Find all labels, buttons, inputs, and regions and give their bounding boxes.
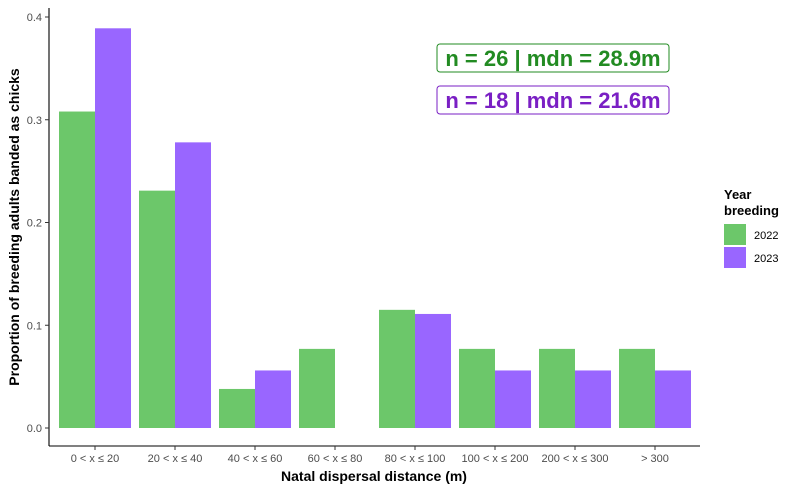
x-tick-label: 80 < x ≤ 100 <box>385 453 446 465</box>
bar-2022-5 <box>459 348 495 428</box>
annotation-2023-text: n = 18 | mdn = 21.6m <box>445 88 660 113</box>
bar-2022-2 <box>219 388 255 428</box>
annotation-2023-box <box>436 85 670 115</box>
bar-2023-7 <box>655 370 691 428</box>
bar-2022-1 <box>139 190 175 428</box>
x-tick-label: 40 < x ≤ 60 <box>228 453 283 465</box>
bar-2023-6 <box>575 370 611 428</box>
x-tick-label: 20 < x ≤ 40 <box>148 453 203 465</box>
y-tick-label: 0.2 <box>27 218 42 230</box>
x-axis-title: Natal dispersal distance (m) <box>281 468 467 484</box>
annotation-2022: n = 26 | mdn = 28.9m <box>436 43 670 73</box>
annotation-2023: n = 18 | mdn = 21.6m <box>436 85 670 115</box>
y-axis-title: Proportion of breeding adults banded as … <box>6 68 22 386</box>
y-ticks-group: 0.0 0.1 0.2 0.3 0.4 <box>27 12 49 435</box>
legend-title-line1: Year <box>724 187 751 202</box>
bar-2022-6 <box>539 348 575 428</box>
bar-2023-5 <box>495 370 531 428</box>
x-tick-label: 60 < x ≤ 80 <box>308 453 363 465</box>
annotation-2022-box <box>436 43 670 73</box>
bar-2023-4 <box>415 313 451 428</box>
bar-2023-0 <box>95 28 131 429</box>
x-tick-label: 0 < x ≤ 20 <box>71 453 120 465</box>
annotation-2022-text: n = 26 | mdn = 28.9m <box>445 46 660 71</box>
y-tick-label: 0.4 <box>27 12 42 24</box>
bar-2023-2 <box>255 370 291 428</box>
legend-label-2023: 2023 <box>754 253 778 265</box>
x-tick-label: > 300 <box>641 453 669 465</box>
y-tick-label: 0.3 <box>27 115 42 127</box>
x-tick-label: 200 < x ≤ 300 <box>542 453 609 465</box>
x-tick-label: 100 < x ≤ 200 <box>462 453 529 465</box>
y-tick-label: 0.0 <box>27 423 42 435</box>
bar-2022-4 <box>379 309 415 428</box>
legend: Year breeding 2022 2023 <box>724 187 779 268</box>
legend-key-2023 <box>724 247 746 268</box>
x-ticks-group: 0 < x ≤ 20 20 < x ≤ 40 40 < x ≤ 60 60 < x ≤… <box>71 446 669 465</box>
bar-2022-7 <box>619 348 655 428</box>
legend-key-2022 <box>724 224 746 245</box>
bar-2022-3 <box>299 348 335 428</box>
legend-label-2022: 2022 <box>754 230 778 242</box>
bar-2022-0 <box>59 111 95 428</box>
bar-2023-1 <box>175 142 211 429</box>
y-tick-label: 0.1 <box>27 320 42 332</box>
bars-group <box>59 28 691 429</box>
legend-title-line2: breeding <box>724 203 779 218</box>
